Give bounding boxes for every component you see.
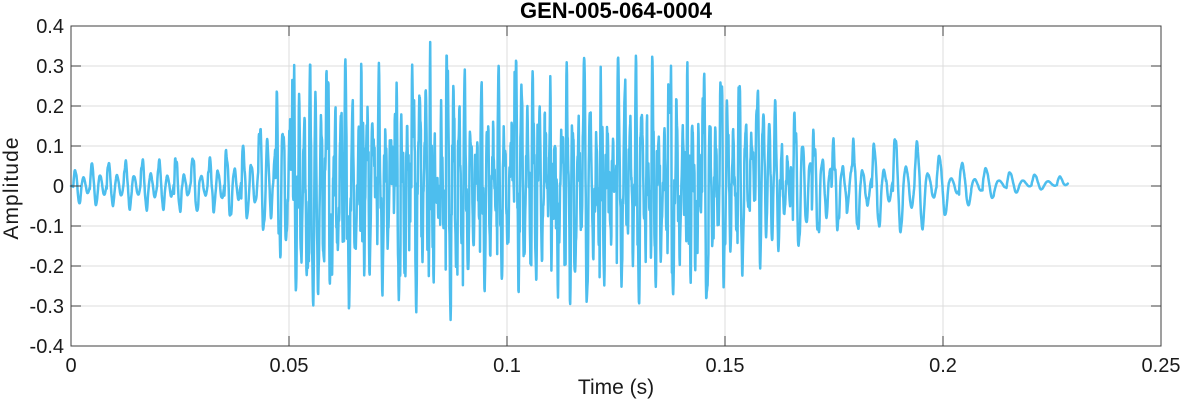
svg-text:Amplitude: Amplitude <box>0 136 23 239</box>
svg-text:0.4: 0.4 <box>36 16 64 38</box>
svg-text:-0.4: -0.4 <box>30 336 64 358</box>
svg-text:Time (s): Time (s) <box>578 376 654 399</box>
svg-text:0.05: 0.05 <box>270 355 309 377</box>
svg-text:0: 0 <box>53 176 64 198</box>
svg-text:0.1: 0.1 <box>36 136 64 158</box>
svg-text:0.25: 0.25 <box>1142 355 1181 377</box>
svg-text:-0.2: -0.2 <box>30 256 64 278</box>
svg-text:0.1: 0.1 <box>493 355 521 377</box>
svg-text:0.3: 0.3 <box>36 56 64 78</box>
svg-text:0: 0 <box>65 355 76 377</box>
svg-text:GEN-005-064-0004: GEN-005-064-0004 <box>520 0 713 23</box>
svg-text:0.2: 0.2 <box>36 96 64 118</box>
svg-text:0.2: 0.2 <box>929 355 957 377</box>
svg-text:-0.3: -0.3 <box>30 296 64 318</box>
svg-text:0.15: 0.15 <box>706 355 745 377</box>
svg-text:-0.1: -0.1 <box>30 216 64 238</box>
